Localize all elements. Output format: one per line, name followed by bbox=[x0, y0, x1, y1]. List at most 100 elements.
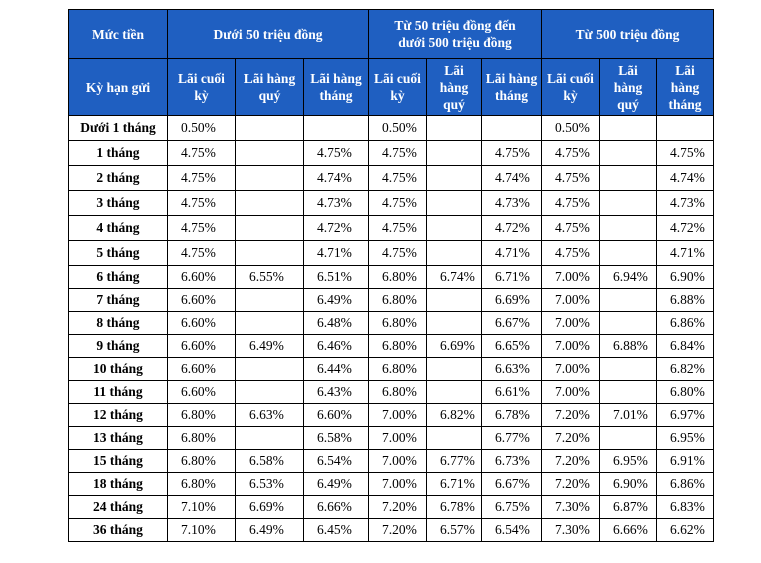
term-cell: 9 tháng bbox=[68, 334, 168, 358]
rate-cell: 4.75% bbox=[541, 215, 600, 241]
rate-cell: 6.60% bbox=[303, 403, 369, 427]
table-row: Dưới 1 tháng 0.50% 0.50% 0.50% bbox=[68, 115, 714, 141]
rate-cell: 6.66% bbox=[303, 495, 369, 519]
rate-cell: 4.75% bbox=[167, 140, 236, 166]
rate-cell: 6.58% bbox=[235, 449, 304, 473]
rate-cell: 4.75% bbox=[481, 140, 542, 166]
table-row: 11 tháng 6.60% 6.43% 6.80% 6.61% 7.00% 6.80% bbox=[68, 380, 714, 404]
rate-cell: 6.80% bbox=[167, 403, 236, 427]
term-cell: 18 tháng bbox=[68, 472, 168, 496]
rate-cell bbox=[426, 240, 482, 266]
amount-label: Mức tiền bbox=[68, 9, 168, 59]
rate-cell: 6.53% bbox=[235, 472, 304, 496]
table-row: 18 tháng 6.80% 6.53% 6.49% 7.00% 6.71% 6.67% 7.… bbox=[68, 472, 714, 496]
rate-cell: 4.75% bbox=[368, 140, 427, 166]
rate-cell: 6.69% bbox=[235, 495, 304, 519]
term-cell: 12 tháng bbox=[68, 403, 168, 427]
rate-cell: 7.00% bbox=[541, 357, 600, 381]
table-row: 15 tháng 6.80% 6.58% 6.54% 7.00% 6.77% 6.73% 7.… bbox=[68, 449, 714, 473]
rate-cell: 6.58% bbox=[303, 426, 369, 450]
rate-cell: 7.10% bbox=[167, 518, 236, 542]
rate-cell: 6.73% bbox=[481, 449, 542, 473]
term-cell: 10 tháng bbox=[68, 357, 168, 381]
rate-cell: 7.20% bbox=[368, 495, 427, 519]
rate-cell: 0.50% bbox=[368, 115, 427, 141]
rate-cell: 4.71% bbox=[481, 240, 542, 266]
rate-cell: 4.71% bbox=[656, 240, 714, 266]
rate-cell bbox=[426, 115, 482, 141]
table-row: 13 tháng 6.80% 6.58% 7.00% 6.77% 7.20% 6.95% bbox=[68, 426, 714, 450]
rate-cell: 6.60% bbox=[167, 265, 236, 289]
sub-header: Lãi hàng quý bbox=[599, 58, 657, 116]
rate-cell: 4.75% bbox=[167, 215, 236, 241]
rate-cell: 6.82% bbox=[426, 403, 482, 427]
rate-cell: 6.82% bbox=[656, 357, 714, 381]
term-cell: 15 tháng bbox=[68, 449, 168, 473]
rate-cell: 4.75% bbox=[541, 190, 600, 216]
rate-cell: 6.63% bbox=[481, 357, 542, 381]
rate-cell: 6.86% bbox=[656, 472, 714, 496]
rate-cell: 6.80% bbox=[368, 311, 427, 335]
rate-cell: 4.72% bbox=[481, 215, 542, 241]
term-cell: 36 tháng bbox=[68, 518, 168, 542]
rate-cell: 4.74% bbox=[656, 165, 714, 191]
rate-cell: 6.95% bbox=[656, 426, 714, 450]
table-row: 10 tháng 6.60% 6.44% 6.80% 6.63% 7.00% 6.82% bbox=[68, 357, 714, 381]
rate-cell: 6.75% bbox=[481, 495, 542, 519]
rate-cell bbox=[426, 311, 482, 335]
rate-cell: 7.20% bbox=[541, 403, 600, 427]
rate-cell bbox=[656, 115, 714, 141]
rate-cell: 7.01% bbox=[599, 403, 657, 427]
rate-cell: 6.77% bbox=[426, 449, 482, 473]
table-row: 24 tháng 7.10% 6.69% 6.66% 7.20% 6.78% 6.75% 7.… bbox=[68, 495, 714, 519]
rate-cell bbox=[235, 380, 304, 404]
rate-cell: 6.63% bbox=[235, 403, 304, 427]
table-row: 36 tháng 7.10% 6.49% 6.45% 7.20% 6.57% 6.54% 7.… bbox=[68, 518, 714, 542]
rate-cell: 6.74% bbox=[426, 265, 482, 289]
rate-cell: 6.80% bbox=[167, 426, 236, 450]
rate-cell: 6.49% bbox=[235, 518, 304, 542]
rate-cell bbox=[235, 240, 304, 266]
rate-cell: 7.00% bbox=[541, 311, 600, 335]
rate-cell bbox=[235, 115, 304, 141]
rate-cell: 7.00% bbox=[368, 426, 427, 450]
table-row: 9 tháng 6.60% 6.49% 6.46% 6.80% 6.69% 6.65% 7.0… bbox=[68, 334, 714, 358]
rate-cell bbox=[235, 140, 304, 166]
rate-cell: 6.61% bbox=[481, 380, 542, 404]
rate-cell: 7.00% bbox=[368, 403, 427, 427]
rate-cell: 6.67% bbox=[481, 472, 542, 496]
rate-cell bbox=[303, 115, 369, 141]
rate-cell bbox=[599, 426, 657, 450]
term-cell: 2 tháng bbox=[68, 165, 168, 191]
rate-cell bbox=[599, 380, 657, 404]
rate-cell bbox=[426, 288, 482, 312]
rate-cell bbox=[426, 165, 482, 191]
tier-header-3: Từ 500 triệu đồng bbox=[541, 9, 714, 59]
rate-cell: 6.87% bbox=[599, 495, 657, 519]
rate-cell: 6.55% bbox=[235, 265, 304, 289]
interest-rate-table: Mức tiền Dưới 50 triệu đồng Từ 50 triệu … bbox=[68, 9, 714, 542]
rate-cell: 7.00% bbox=[368, 449, 427, 473]
rate-cell: 6.80% bbox=[368, 334, 427, 358]
header-row-types: Kỳ hạn gửi Lãi cuối kỳ Lãi hàng quý Lãi … bbox=[68, 58, 714, 116]
table-row: 2 tháng 4.75% 4.74% 4.75% 4.74% 4.75% 4.74% bbox=[68, 165, 714, 191]
sub-header: Lãi cuối kỳ bbox=[541, 58, 600, 116]
rate-cell: 7.00% bbox=[541, 288, 600, 312]
header-row-tiers: Mức tiền Dưới 50 triệu đồng Từ 50 triệu … bbox=[68, 9, 714, 59]
rate-cell bbox=[599, 288, 657, 312]
rate-cell: 6.60% bbox=[167, 288, 236, 312]
rate-table-body: Dưới 1 tháng 0.50% 0.50% 0.50% 1 tháng 4.75% 4… bbox=[68, 115, 714, 542]
rate-cell: 7.20% bbox=[541, 449, 600, 473]
rate-cell bbox=[599, 215, 657, 241]
rate-cell: 6.60% bbox=[167, 380, 236, 404]
term-cell: 1 tháng bbox=[68, 140, 168, 166]
rate-cell: 6.80% bbox=[368, 265, 427, 289]
rate-cell: 7.20% bbox=[541, 426, 600, 450]
rate-cell bbox=[235, 426, 304, 450]
rate-cell: 6.90% bbox=[599, 472, 657, 496]
rate-cell bbox=[235, 190, 304, 216]
rate-cell bbox=[599, 140, 657, 166]
rate-cell: 6.51% bbox=[303, 265, 369, 289]
rate-cell: 6.60% bbox=[167, 357, 236, 381]
rate-cell: 7.00% bbox=[368, 472, 427, 496]
